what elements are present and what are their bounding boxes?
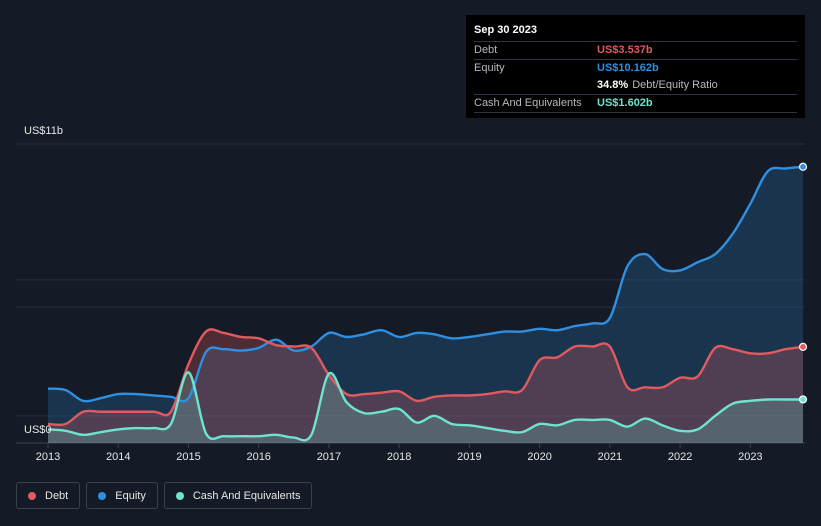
debt-equity-chart: 2013 2014 2015 2016 2017 2018 2019 2020 2021 2022… bbox=[16, 143, 808, 463]
x-tick-label: 2013 bbox=[36, 451, 60, 463]
x-tick-label: 2014 bbox=[106, 451, 130, 463]
debt-end-marker bbox=[798, 342, 808, 351]
cash-and-equivalents-area bbox=[48, 372, 803, 443]
x-tick-label: 2015 bbox=[176, 451, 200, 463]
equity-end-marker bbox=[798, 162, 808, 171]
tooltip-equity-value: US$10.162b bbox=[597, 62, 659, 74]
chart-areas bbox=[48, 166, 803, 443]
x-axis-ticks: 2013 2014 2015 2016 2017 2018 2019 2020 2021 2022… bbox=[36, 443, 763, 463]
chart-grid bbox=[16, 143, 805, 444]
equity-dot-icon bbox=[98, 491, 107, 500]
legend-item-cash[interactable]: Cash And Equivalents bbox=[163, 482, 313, 509]
tooltip-equity-label: Equity bbox=[474, 62, 505, 74]
equity-area bbox=[48, 166, 803, 443]
tooltip-date: Sep 30 2023 bbox=[474, 15, 797, 42]
x-tick-label: 2016 bbox=[246, 451, 270, 463]
tooltip-row-equity: Equity US$10.162b bbox=[474, 60, 797, 77]
legend-item-debt[interactable]: Debt bbox=[16, 482, 81, 509]
tooltip-debt-value: US$3.537b bbox=[597, 44, 653, 56]
legend-label-equity: Equity bbox=[115, 489, 146, 502]
x-tick-label: 2019 bbox=[457, 451, 481, 463]
legend-label-debt: Debt bbox=[45, 489, 69, 502]
legend-label-cash: Cash And Equivalents bbox=[192, 489, 301, 502]
y-axis-top-label: US$11b bbox=[24, 125, 63, 137]
legend-item-equity[interactable]: Equity bbox=[86, 482, 158, 509]
tooltip-cash-label: Cash And Equivalents bbox=[474, 97, 582, 109]
cash-and-equivalents-line bbox=[47, 371, 804, 442]
x-tick-label: 2020 bbox=[527, 451, 551, 463]
chart-legend: Debt Equity Cash And Equivalents bbox=[16, 482, 313, 509]
tooltip-cash-value: US$1.602b bbox=[597, 97, 653, 109]
tooltip-ratio-value: 34.8% bbox=[597, 79, 629, 91]
tooltip-row-ratio: 34.8% Debt/Equity Ratio bbox=[474, 77, 797, 95]
x-tick-label: 2018 bbox=[387, 451, 411, 463]
tooltip-debt-label: Debt bbox=[474, 44, 498, 56]
end-markers bbox=[798, 162, 808, 404]
debt-line bbox=[47, 328, 804, 427]
tooltip-row-debt: Debt US$3.537b bbox=[474, 42, 797, 60]
tooltip-ratio-label: Debt/Equity Ratio bbox=[632, 79, 718, 91]
chart-lines bbox=[47, 165, 804, 442]
cash-and-equivalents-end-marker bbox=[798, 395, 808, 404]
data-tooltip: Sep 30 2023 Debt US$3.537b Equity US$10.… bbox=[466, 15, 805, 118]
x-tick-label: 2021 bbox=[598, 451, 622, 463]
equity-line bbox=[47, 165, 804, 403]
x-tick-label: 2017 bbox=[317, 451, 341, 463]
debt-dot-icon bbox=[28, 491, 36, 500]
x-tick-label: 2022 bbox=[668, 451, 692, 463]
x-tick-label: 2023 bbox=[738, 451, 762, 463]
cash-dot-icon bbox=[175, 491, 184, 500]
y-axis-bottom-label: US$0 bbox=[24, 424, 52, 436]
tooltip-row-cash: Cash And Equivalents US$1.602b bbox=[474, 95, 797, 113]
